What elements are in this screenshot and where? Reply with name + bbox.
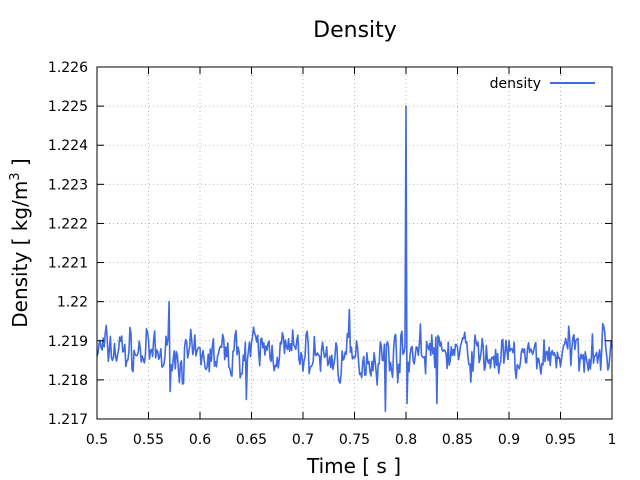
x-tick-label: 0.65 — [236, 432, 267, 448]
x-tick-label: 0.85 — [442, 432, 473, 448]
x-axis-label: Time [ s ] — [306, 454, 401, 478]
y-tick-label: 1.219 — [48, 334, 88, 350]
y-axis-label-text: Density [ kg/m — [8, 181, 32, 328]
x-tick-label: 0.75 — [339, 432, 370, 448]
y-tick-label: 1.22 — [57, 295, 88, 311]
x-tick-labels: 0.5 0.55 0.6 0.65 0.7 0.75 0.8 0.85 0.9 0.95 1 — [86, 432, 617, 448]
series-layer — [96, 105, 613, 412]
x-tick-label: 0.5 — [86, 432, 108, 448]
x-tick-label: 0.8 — [395, 432, 417, 448]
y-tick-label: 1.224 — [48, 138, 88, 154]
x-tick-label: 0.95 — [545, 432, 576, 448]
x-tick-label: 1 — [608, 432, 617, 448]
y-tick-label: 1.226 — [48, 60, 88, 76]
y-tick-label: 1.217 — [48, 412, 88, 428]
y-tick-label: 1.218 — [48, 373, 88, 389]
legend-label-density: density — [490, 76, 541, 92]
y-tick-label: 1.221 — [48, 256, 88, 272]
y-tick-labels: 1.217 1.218 1.219 1.22 1.221 1.222 1.223 1.224 1… — [48, 60, 88, 428]
x-tick-label: 0.9 — [498, 432, 520, 448]
y-tick-label: 1.222 — [48, 216, 88, 232]
y-axis-label-end: ] — [8, 158, 32, 172]
x-tick-label: 0.6 — [189, 432, 211, 448]
y-axis-label: Density [ kg/m3 ] — [8, 158, 32, 328]
x-tick-label: 0.55 — [133, 432, 164, 448]
density-series-line — [96, 105, 613, 412]
y-tick-label: 1.223 — [48, 177, 88, 193]
legend: density — [490, 76, 595, 92]
y-tick-label: 1.225 — [48, 99, 88, 115]
x-tick-label: 0.7 — [292, 432, 314, 448]
chart-title: Density — [313, 18, 397, 43]
grid — [97, 67, 612, 419]
y-axis-label-superscript: 3 — [8, 172, 23, 180]
tick-marks — [96, 66, 613, 420]
